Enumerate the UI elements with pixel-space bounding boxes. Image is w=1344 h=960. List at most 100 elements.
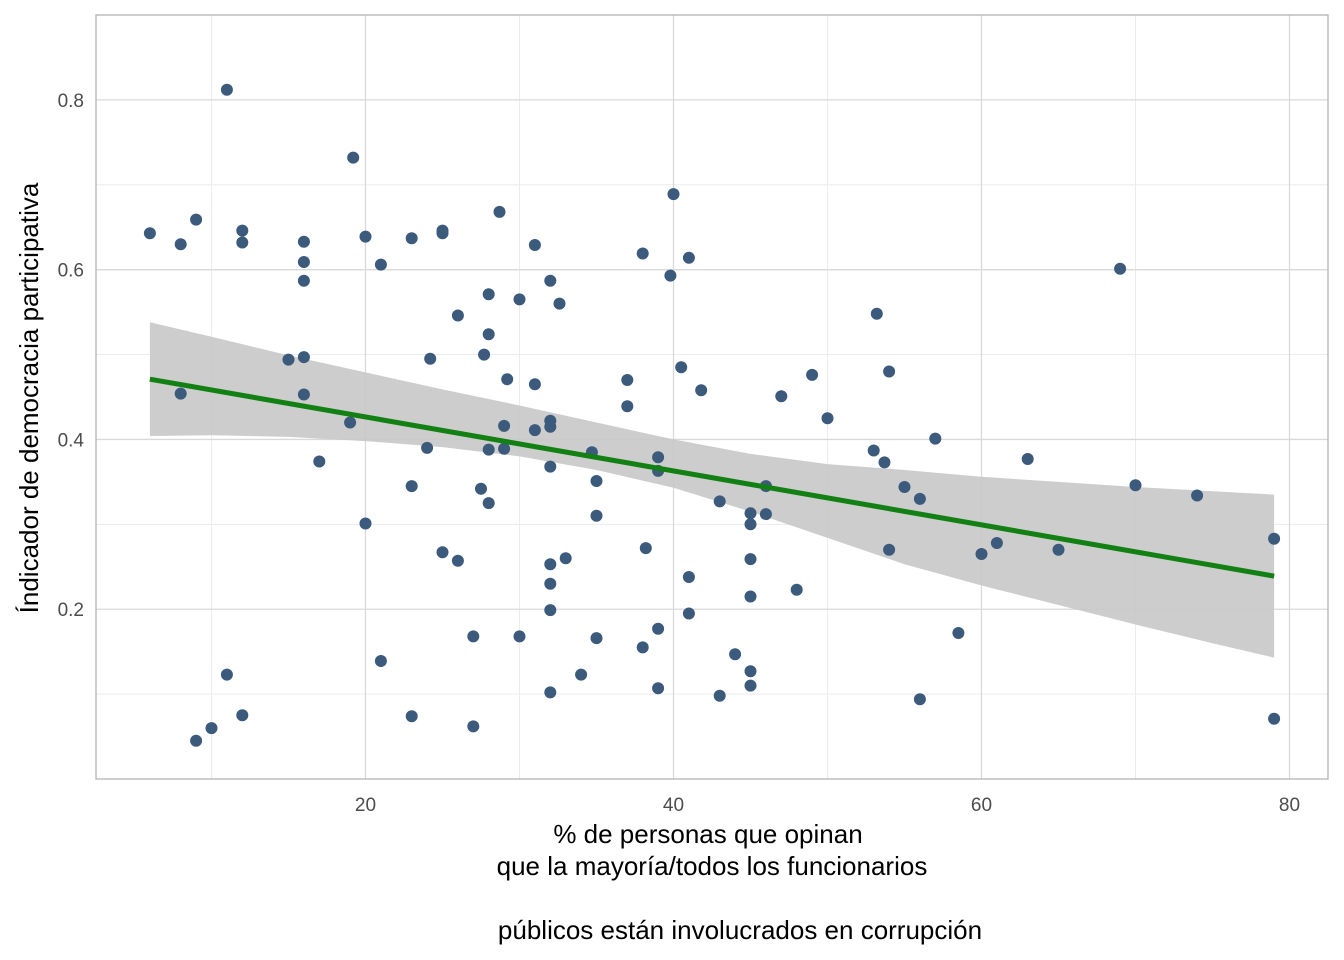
data-point [544, 274, 557, 287]
data-point [652, 622, 665, 635]
panel-border-layer [95, 14, 1329, 780]
x-axis-title-line-2: que la mayoría/todos los funcionarios [497, 851, 928, 881]
data-point [528, 239, 541, 251]
data-point [544, 604, 557, 617]
data-point [1052, 543, 1065, 556]
data-point [1268, 532, 1281, 545]
data-point [359, 517, 372, 530]
data-point [424, 352, 437, 365]
data-point [143, 227, 156, 240]
x-tick-label: 20 [355, 795, 376, 816]
data-point [544, 460, 557, 473]
data-point [883, 543, 896, 556]
data-point [713, 495, 726, 508]
data-point [639, 542, 652, 555]
data-point [220, 668, 233, 681]
data-point [1191, 489, 1204, 502]
data-point [359, 230, 372, 243]
data-point [282, 353, 295, 366]
data-point [436, 227, 449, 240]
data-point [475, 482, 487, 495]
data-point [744, 679, 757, 692]
data-point [744, 518, 757, 531]
data-point [975, 548, 988, 560]
x-tick-label: 60 [971, 795, 992, 816]
trend-line [149, 376, 1275, 579]
data-point [929, 432, 942, 445]
data-point [220, 83, 233, 96]
y-tick-label: 0.8 [58, 91, 84, 112]
x-axis-title-line-4: públicos están involucrados en corrupció… [498, 915, 982, 945]
data-point [297, 351, 310, 364]
data-point [664, 269, 677, 282]
data-point [451, 309, 464, 322]
confidence-band [149, 322, 1275, 658]
data-point [493, 205, 506, 218]
data-point [482, 443, 495, 456]
data-point [344, 416, 357, 429]
data-point [952, 627, 965, 639]
data-point [482, 497, 495, 510]
data-point [870, 307, 883, 320]
data-point [759, 508, 772, 521]
data-point [297, 274, 310, 287]
data-point [498, 442, 511, 455]
data-point [374, 655, 387, 667]
panel-border [95, 14, 1329, 780]
trend-layer [149, 376, 1275, 579]
data-point [775, 390, 788, 403]
data-point [513, 293, 526, 306]
data-point [478, 348, 491, 361]
data-point [374, 258, 387, 271]
data-point [675, 361, 688, 374]
data-point [806, 368, 819, 381]
data-point [1114, 262, 1127, 275]
data-point [482, 288, 495, 301]
data-point [1268, 712, 1281, 725]
data-point [575, 668, 588, 681]
data-point [559, 552, 572, 565]
data-point [878, 456, 891, 469]
data-point [236, 709, 249, 722]
data-point [297, 256, 310, 268]
data-point [190, 213, 203, 226]
y-tick-label: 0.6 [58, 261, 84, 282]
points-layer [143, 83, 1281, 747]
data-point [898, 481, 911, 493]
data-point [682, 607, 695, 620]
data-point [590, 509, 603, 522]
data-point [297, 388, 310, 401]
data-point [174, 387, 187, 400]
data-point [313, 455, 326, 468]
data-point [451, 554, 464, 567]
data-point [498, 419, 511, 432]
data-point [621, 374, 634, 386]
x-tick-label: 40 [663, 795, 684, 816]
data-point [190, 734, 203, 747]
data-point [821, 412, 834, 425]
data-point [236, 236, 249, 249]
data-point [467, 630, 480, 643]
data-point [682, 571, 695, 583]
data-point [682, 251, 695, 264]
data-point [297, 235, 310, 248]
data-point [421, 441, 434, 454]
data-point [1129, 479, 1142, 492]
data-point [744, 590, 757, 603]
data-point [174, 238, 187, 251]
data-point [667, 188, 680, 201]
data-point [544, 686, 557, 699]
x-axis-title-line-1: % de personas que opinan [553, 819, 862, 849]
data-point [553, 297, 566, 310]
data-point [729, 648, 742, 661]
data-point [405, 232, 418, 245]
data-point [205, 722, 218, 735]
data-point [913, 693, 926, 706]
data-point [436, 546, 449, 559]
confidence-band-layer [149, 322, 1275, 658]
data-point [544, 420, 557, 433]
data-point [467, 720, 480, 733]
data-point [636, 641, 649, 654]
data-point [621, 400, 634, 413]
